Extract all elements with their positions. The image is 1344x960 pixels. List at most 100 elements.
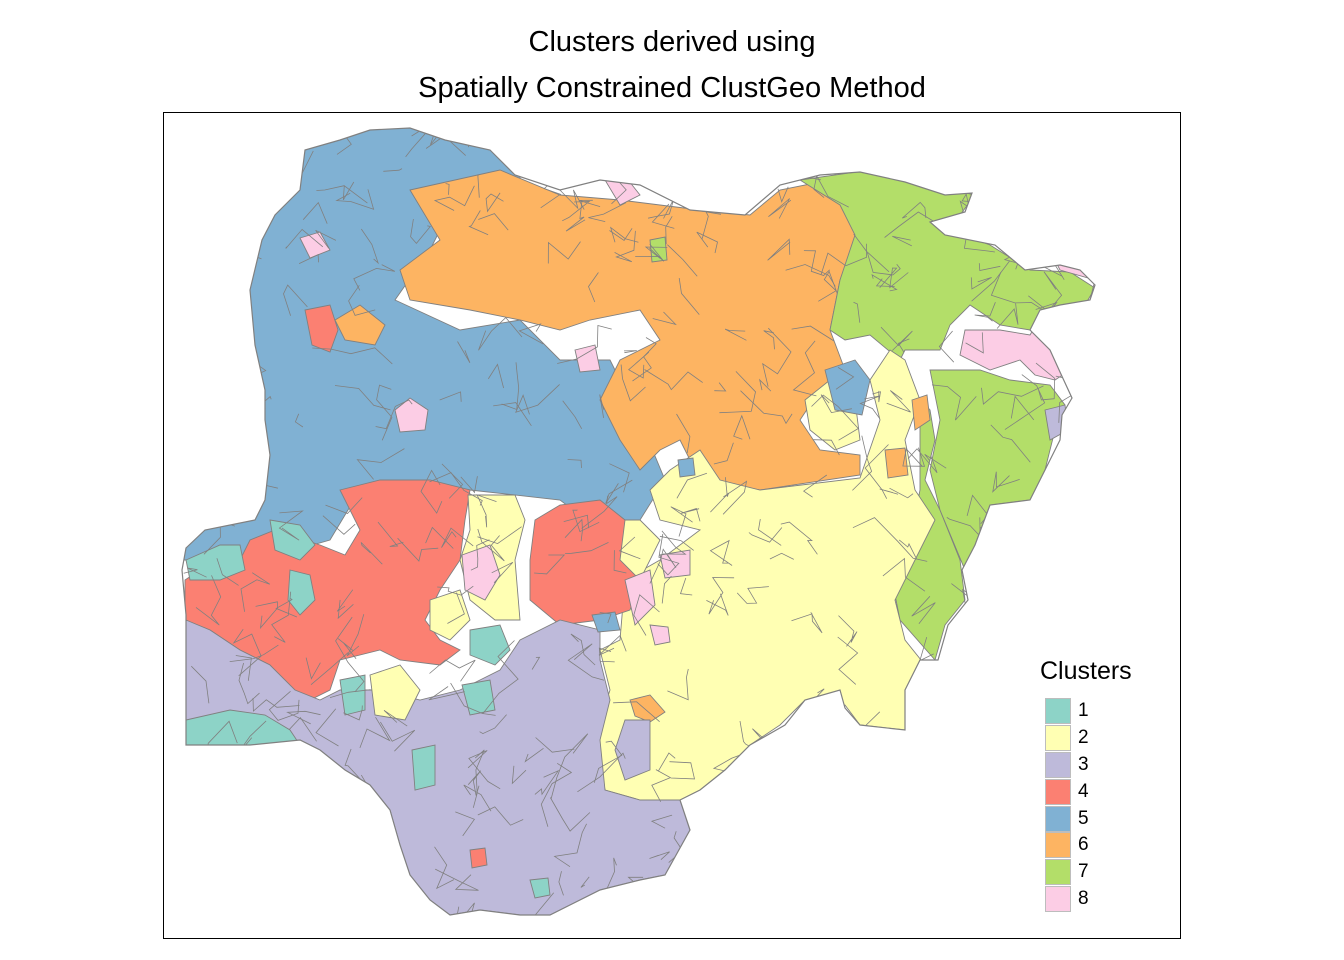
lga-boundary-line (721, 830, 760, 853)
lga-boundary-line (1023, 128, 1047, 157)
lga-boundary-line (227, 764, 268, 802)
lga-boundary-line (657, 752, 676, 772)
lga-boundary-line (434, 846, 455, 890)
lga-boundary-line (902, 201, 927, 219)
lga-boundary-line (572, 509, 600, 533)
lga-boundary-line (667, 244, 698, 277)
lga-boundary-line (383, 709, 408, 727)
lga-boundary-line (271, 803, 313, 841)
lga-boundary-line (623, 350, 637, 354)
lga-boundary-line (875, 278, 895, 287)
lga-boundary-line (271, 591, 292, 643)
lga-boundary-line (765, 771, 811, 790)
lga-boundary-line (562, 400, 583, 429)
lga-boundary-line (992, 471, 1020, 493)
lga-boundary-line (967, 563, 990, 589)
lga-boundary-line (897, 338, 910, 353)
legend-label: 4 (1078, 780, 1089, 802)
lga-boundary-line (733, 414, 751, 440)
lga-boundary-line (227, 224, 262, 260)
lga-boundary-line (487, 363, 504, 389)
lga-boundary-line (212, 811, 233, 827)
lga-boundary-line (441, 463, 464, 499)
lga-boundary-line (235, 655, 252, 681)
lga-boundary-line (356, 448, 405, 480)
lga-boundary-line (927, 659, 953, 685)
lga-boundary-line (187, 451, 214, 462)
lga-boundary-line (275, 598, 298, 618)
legend-item: 7 (1040, 859, 1160, 886)
lga-boundary-line (758, 128, 783, 137)
lga-boundary-line (776, 171, 821, 181)
lga-boundary-line (792, 340, 817, 397)
legend-label: 5 (1078, 807, 1089, 829)
lga-boundary-line (609, 463, 630, 493)
lga-boundary-line (811, 394, 859, 441)
legend-swatch (1045, 885, 1071, 912)
lga-boundary-line (859, 395, 881, 419)
legend-title: Clusters (1040, 657, 1132, 685)
lga-boundary-line (680, 507, 701, 522)
lga-boundary-line (470, 539, 490, 571)
lga-boundary-line (982, 877, 1000, 896)
lga-boundary-line (909, 744, 927, 764)
lga-boundary-line (710, 477, 729, 513)
lga-boundary-line (375, 399, 413, 430)
lga-boundary-line (360, 542, 383, 565)
lga-boundary-line (346, 614, 365, 657)
lga-boundary-line (664, 131, 690, 141)
cluster-1-region (185, 544, 246, 581)
lga-boundary-line (679, 577, 693, 596)
legend-item: 8 (1040, 885, 1160, 913)
lga-boundary-line (182, 752, 191, 798)
lga-boundary-line (997, 213, 1037, 247)
lga-boundary-line (651, 203, 675, 229)
lga-boundary-line (613, 701, 660, 723)
lga-boundary-line (288, 716, 317, 742)
lga-boundary-line (298, 253, 319, 264)
lga-boundary-line (482, 640, 519, 714)
lga-boundary-line (195, 130, 231, 145)
lga-boundary-line (763, 330, 775, 350)
legend-label: 7 (1078, 861, 1089, 883)
legend-label: 8 (1078, 887, 1089, 909)
lga-boundary-line (990, 272, 1053, 317)
lga-boundary-line (183, 128, 198, 155)
lga-boundary-line (718, 894, 758, 915)
lga-boundary-line (796, 867, 812, 886)
lga-boundary-line (713, 442, 734, 465)
lga-boundary-line (892, 235, 912, 247)
lga-boundary-line (420, 469, 443, 514)
lga-boundary-line (1007, 553, 1043, 577)
lga-boundary-line (232, 628, 262, 677)
lga-boundary-line (735, 175, 752, 204)
cluster-8-region (394, 397, 429, 433)
legend-item: 1 (1040, 698, 1160, 725)
lga-boundary-line (217, 886, 257, 905)
lga-boundary-line (187, 492, 202, 515)
legend-items: 1 2 3 4 5 6 7 8 (1040, 698, 1160, 912)
lga-boundary-line (1035, 362, 1056, 401)
lga-boundary-line (479, 714, 507, 735)
lga-boundary-line (791, 612, 823, 634)
lga-boundary-line (775, 770, 800, 791)
lga-boundary-line (433, 185, 475, 211)
lga-boundary-line (534, 769, 560, 796)
lga-boundary-line (450, 682, 496, 716)
lga-boundary-line (734, 137, 782, 165)
lga-boundary-line (1020, 217, 1049, 261)
lga-boundary-line (791, 325, 835, 342)
lga-boundary-line (540, 762, 573, 827)
lga-boundary-line (962, 674, 1011, 712)
lga-boundary-line (220, 319, 247, 345)
lga-boundary-line (336, 589, 354, 612)
lga-boundary-line (884, 211, 940, 238)
lga-boundary-line (724, 328, 747, 341)
lga-boundary-line (468, 210, 489, 236)
lga-boundary-line (476, 494, 497, 528)
lga-boundary-line (1055, 541, 1073, 565)
legend-item: 4 (1040, 778, 1160, 805)
cluster-6-region (399, 169, 871, 491)
lga-boundary-line (820, 394, 852, 414)
